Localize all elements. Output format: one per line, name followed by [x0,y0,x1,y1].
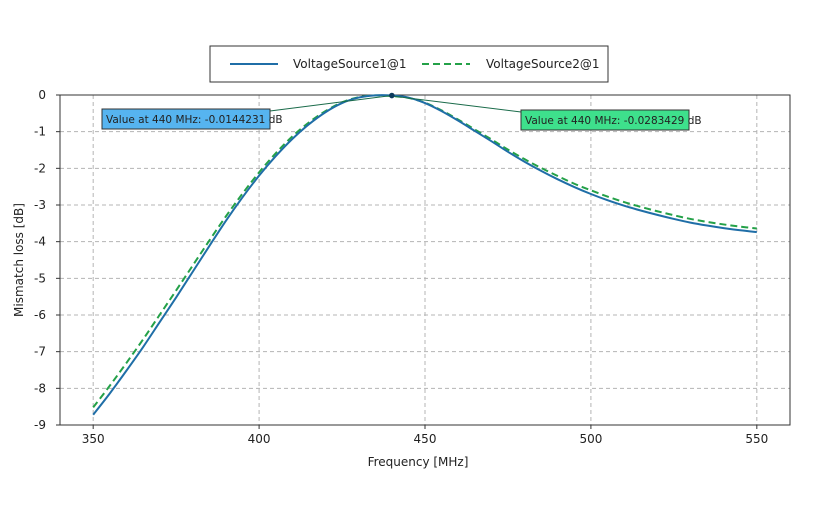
y-tick-label: -4 [34,235,46,249]
y-tick-label: -3 [34,198,46,212]
x-tick-label: 450 [414,432,437,446]
y-tick-label: -2 [34,161,46,175]
y-tick-label: -1 [34,125,46,139]
annotation-box-2 [520,109,690,131]
x-tick-label: 400 [248,432,271,446]
y-tick-label: -9 [34,418,46,432]
y-tick-label: -6 [34,308,46,322]
annotation-layer: Value at 440 MHz: -0.0144231 dB Value at … [101,92,702,131]
x-tick-label: 550 [745,432,768,446]
annotation-leader-1 [269,95,392,112]
annotation-leader-2 [391,95,522,113]
tick-layer: 0 -1 -2 -3 -4 -5 -6 -7 -8 -9 350 400 450 500 550 [34,88,768,446]
y-tick-label: -5 [34,271,46,285]
y-tick-label: -8 [34,381,46,395]
legend[interactable]: VoltageSource1@1 VoltageSource2@1 [209,45,609,83]
legend-label-1: VoltageSource1@1 [293,57,407,71]
x-tick-label: 350 [82,432,105,446]
series-layer [92,94,757,416]
annotation-label-1: Value at 440 MHz: -0.0144231 dB [106,114,283,126]
annotation-marker [389,92,395,99]
grid-layer [60,95,790,425]
legend-label-2: VoltageSource2@1 [486,57,600,71]
annotation-box-1 [101,108,271,130]
x-axis-label: Frequency [MHz] [368,455,469,469]
series-line-2 [92,94,757,409]
annotation-label-2: Value at 440 MHz: -0.0283429 dB [525,115,702,127]
y-tick-label: -7 [34,345,46,359]
x-tick-label: 500 [579,432,602,446]
y-tick-label: 0 [38,88,46,102]
series-line-1 [92,94,757,416]
y-axis-label: Mismatch loss [dB] [12,203,26,317]
